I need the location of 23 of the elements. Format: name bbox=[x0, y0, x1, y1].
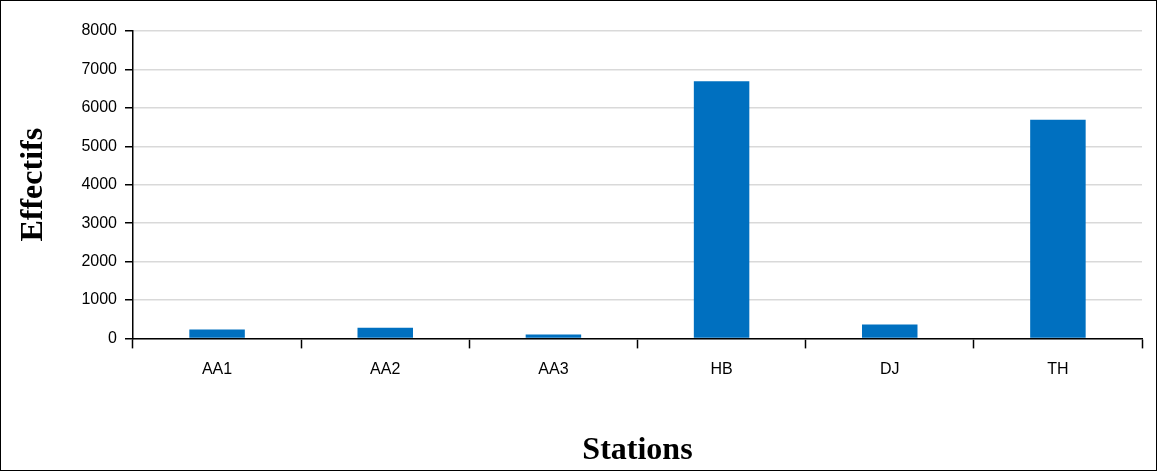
y-tick-label: 4000 bbox=[81, 175, 118, 193]
x-tick-label: AA1 bbox=[201, 360, 233, 378]
bar bbox=[1030, 119, 1086, 338]
y-tick-label: 2000 bbox=[81, 251, 118, 269]
bar bbox=[525, 334, 582, 338]
x-tick-label: TH bbox=[1047, 360, 1069, 378]
y-tick-label: 0 bbox=[108, 328, 118, 346]
x-axis-title: Stations bbox=[582, 430, 693, 467]
y-tick-label: 7000 bbox=[81, 59, 118, 77]
x-tick-label: DJ bbox=[879, 360, 900, 378]
x-tick-label: AA3 bbox=[538, 360, 569, 378]
bar bbox=[357, 327, 413, 338]
bar bbox=[189, 329, 245, 338]
x-tick-label: HB bbox=[710, 360, 733, 378]
y-tick-label: 1000 bbox=[81, 290, 118, 308]
y-tick-label: 6000 bbox=[81, 98, 118, 116]
bar bbox=[693, 81, 750, 338]
y-tick-label: 8000 bbox=[81, 21, 118, 39]
y-tick-label: 3000 bbox=[81, 213, 118, 231]
y-axis-title: Effectifs bbox=[13, 127, 50, 242]
x-tick-label: AA2 bbox=[370, 360, 401, 378]
y-tick-label: 5000 bbox=[81, 136, 118, 154]
bar bbox=[862, 324, 918, 338]
